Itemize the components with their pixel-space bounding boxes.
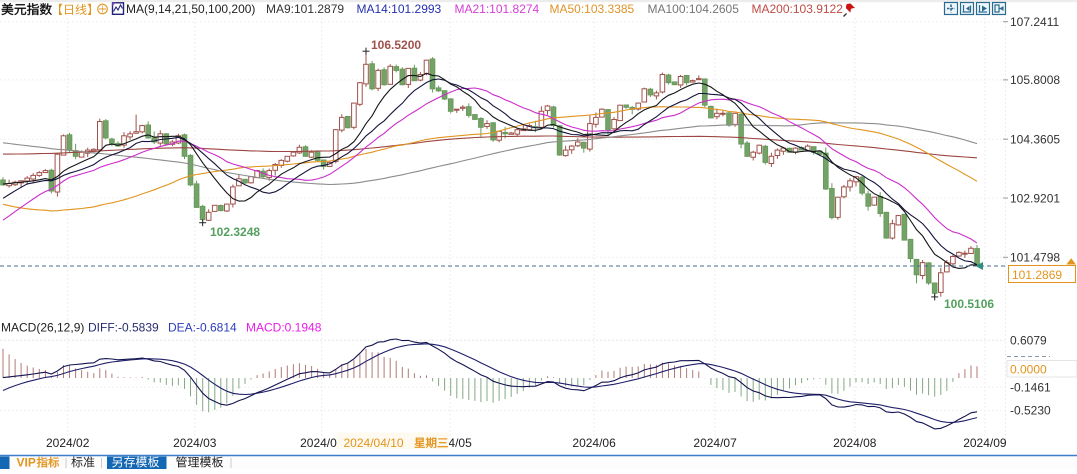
svg-text:MA200:103.9122: MA200:103.9122 bbox=[752, 2, 844, 16]
svg-text:104.3605: 104.3605 bbox=[1010, 133, 1060, 147]
svg-text:2024/02: 2024/02 bbox=[46, 436, 90, 450]
svg-text:MA50:103.3385: MA50:103.3385 bbox=[550, 2, 635, 16]
svg-text:102.3248: 102.3248 bbox=[210, 225, 260, 239]
svg-text:2024/09: 2024/09 bbox=[963, 436, 1007, 450]
svg-text:2024/03: 2024/03 bbox=[173, 436, 217, 450]
svg-text:MA(9,14,21,50,100,200): MA(9,14,21,50,100,200) bbox=[126, 2, 255, 16]
svg-text:0.6079: 0.6079 bbox=[1010, 334, 1047, 348]
svg-text:0.0000: 0.0000 bbox=[1010, 363, 1047, 377]
svg-text:MA9:101.2879: MA9:101.2879 bbox=[266, 2, 344, 16]
svg-text:2024/08: 2024/08 bbox=[833, 436, 877, 450]
svg-text:105.8008: 105.8008 bbox=[1010, 73, 1060, 87]
svg-text:2024/06: 2024/06 bbox=[572, 436, 616, 450]
svg-text:2024/04: 2024/04 bbox=[300, 436, 344, 450]
svg-text:101.4798: 101.4798 bbox=[1010, 251, 1060, 265]
svg-text:107.2411: 107.2411 bbox=[1010, 15, 1059, 29]
svg-text:-0.5230: -0.5230 bbox=[1010, 404, 1051, 418]
svg-text:DEA:-0.6814: DEA:-0.6814 bbox=[168, 321, 237, 335]
svg-text:100.5106: 100.5106 bbox=[944, 297, 994, 311]
svg-text:MA100:104.2605: MA100:104.2605 bbox=[648, 2, 740, 16]
svg-text:102.9201: 102.9201 bbox=[1010, 191, 1060, 205]
svg-text:MACD(26,12,9): MACD(26,12,9) bbox=[1, 321, 84, 335]
svg-text:MA21:101.8274: MA21:101.8274 bbox=[455, 2, 540, 16]
svg-text:MACD:0.1948: MACD:0.1948 bbox=[246, 321, 322, 335]
svg-text:101.2869: 101.2869 bbox=[1012, 268, 1062, 282]
svg-text:2024/04/10: 2024/04/10 bbox=[344, 436, 404, 450]
svg-text:-0.1461: -0.1461 bbox=[1010, 380, 1051, 394]
svg-text:106.5200: 106.5200 bbox=[371, 38, 421, 52]
svg-text:DIFF:-0.5839: DIFF:-0.5839 bbox=[88, 321, 159, 335]
svg-text:MA14:101.2993: MA14:101.2993 bbox=[357, 2, 442, 16]
svg-text:2024/07: 2024/07 bbox=[693, 436, 737, 450]
svg-text:VIP: VIP bbox=[17, 456, 36, 470]
